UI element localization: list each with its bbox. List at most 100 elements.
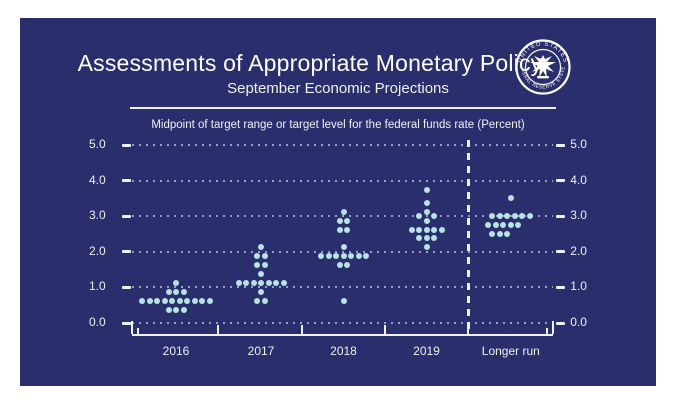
- slide-title: Assessments of Appropriate Monetary Poli…: [77, 50, 543, 76]
- seal-eagle-icon: [530, 55, 556, 79]
- projection-dot: [438, 226, 445, 233]
- projection-dot: [243, 279, 249, 286]
- projection-dot: [173, 279, 179, 286]
- projection-dot: [344, 217, 351, 224]
- projection-dot: [485, 222, 492, 229]
- projection-dot: [423, 208, 430, 215]
- projection-dot: [423, 199, 430, 206]
- gridline: [131, 286, 554, 289]
- x-axis-tick: [552, 321, 555, 334]
- gridline-end-dash-right: [556, 179, 566, 183]
- x-axis-tick: [130, 321, 133, 334]
- y-tick-label-right: 0.0: [570, 315, 587, 329]
- projection-dot: [180, 306, 187, 313]
- projection-dot: [336, 217, 343, 224]
- x-axis-label-2016: 2016: [162, 344, 190, 358]
- projection-dot: [254, 253, 261, 260]
- projection-dot: [416, 226, 422, 233]
- projection-dot: [423, 226, 430, 233]
- projection-dot: [254, 297, 261, 304]
- projection-dot: [348, 253, 354, 260]
- projection-dot: [489, 213, 496, 220]
- projection-dot: [344, 262, 351, 269]
- projection-dot: [191, 297, 198, 304]
- projection-dot: [507, 222, 514, 229]
- gridline: [131, 250, 554, 253]
- projection-dot: [176, 297, 183, 304]
- projection-dot: [261, 262, 268, 269]
- projection-dot: [318, 253, 324, 260]
- x-axis-end-tick: [546, 328, 549, 334]
- projection-dot: [511, 213, 518, 220]
- gridline-end-dash-left: [121, 214, 131, 218]
- projection-dot: [250, 279, 257, 286]
- gridline-end-dash-right: [556, 321, 566, 325]
- x-axis-line: [131, 334, 554, 336]
- y-tick-label-left: 3.0: [89, 208, 106, 223]
- category-separator-line: [466, 140, 470, 333]
- projection-dot: [139, 297, 146, 304]
- projection-dot: [254, 262, 261, 269]
- projection-dot: [344, 226, 351, 233]
- x-axis-tick: [217, 325, 220, 334]
- projection-dot: [165, 306, 172, 313]
- gridline: [131, 215, 554, 218]
- projection-dot: [336, 262, 343, 269]
- projection-dot: [423, 217, 430, 224]
- gridline-end-dash-right: [556, 250, 566, 254]
- gridline: [131, 144, 554, 146]
- projection-dot: [173, 288, 179, 295]
- axis-note: Midpoint of target range or target level…: [151, 119, 525, 131]
- projection-dot: [355, 253, 362, 260]
- projection-dot: [180, 288, 187, 295]
- projection-dot: [199, 297, 206, 304]
- projection-dot: [235, 279, 242, 286]
- gridline: [131, 322, 554, 324]
- projection-dot: [500, 222, 507, 229]
- y-tick-label-left: 5.0: [89, 137, 106, 151]
- y-tick-label-left: 1.0: [89, 279, 106, 294]
- projection-dot: [258, 288, 264, 295]
- projection-dot: [173, 306, 179, 313]
- projection-dot: [336, 226, 343, 233]
- projection-dot: [504, 231, 511, 237]
- projection-dot: [526, 213, 533, 220]
- y-tick-label-left: 2.0: [89, 243, 106, 258]
- gridline-end-dash-right: [556, 143, 566, 147]
- x-axis-label-2018: 2018: [330, 344, 357, 358]
- gridline-end-dash-right: [556, 214, 566, 218]
- gridline-end-dash-right: [556, 285, 566, 289]
- projection-dot: [273, 279, 279, 286]
- y-tick-label-right: 2.0: [570, 243, 587, 258]
- projection-dot: [340, 244, 347, 251]
- projection-dot: [258, 271, 264, 278]
- projection-dot: [165, 288, 172, 295]
- projection-dot: [423, 235, 430, 242]
- x-axis-label-2017: 2017: [247, 344, 275, 358]
- x-axis-tick: [384, 325, 386, 334]
- projection-dot: [333, 253, 339, 260]
- projection-dot: [184, 297, 191, 304]
- x-axis-label-longer-run: Longer run: [481, 344, 540, 358]
- projection-dot: [489, 231, 496, 237]
- projection-dot: [261, 253, 268, 260]
- gridline-end-dash-left: [121, 143, 131, 147]
- projection-dot: [340, 253, 347, 260]
- y-tick-label-left: 0.0: [89, 315, 106, 329]
- projection-dot: [280, 279, 287, 286]
- projection-dot: [161, 297, 168, 304]
- projection-dot: [258, 244, 264, 251]
- gridline: [131, 179, 554, 182]
- projection-dot: [515, 222, 522, 229]
- projection-dot: [169, 297, 176, 304]
- projection-dot: [496, 213, 503, 220]
- projection-dot: [423, 244, 430, 251]
- x-axis-label-2019: 2019: [413, 344, 440, 358]
- projection-dot: [258, 279, 264, 286]
- y-tick-label-left: 4.0: [89, 172, 106, 187]
- projection-dot: [492, 222, 499, 229]
- gridline-end-dash-left: [121, 250, 131, 254]
- projection-dot: [519, 213, 526, 220]
